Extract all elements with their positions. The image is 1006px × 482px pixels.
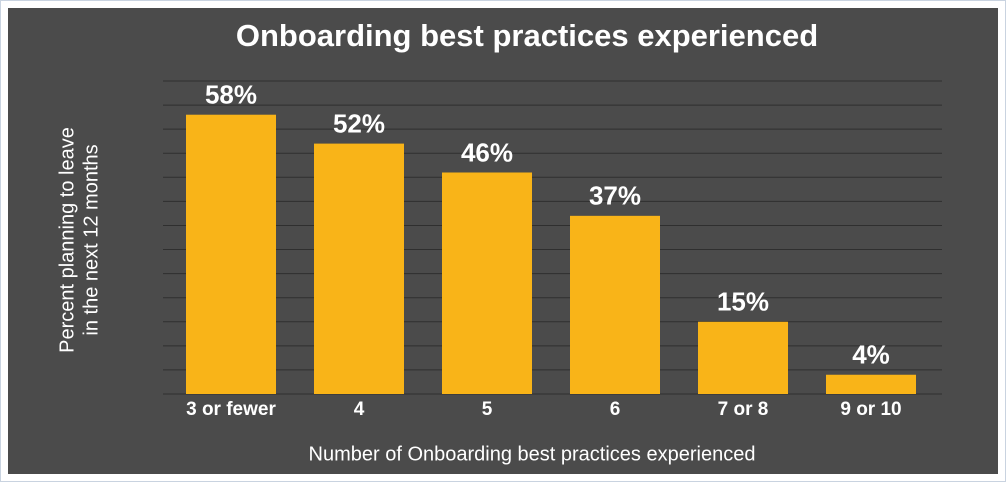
x-axis-label: Number of Onboarding best practices expe… bbox=[309, 443, 756, 465]
chart-title: Onboarding best practices experienced bbox=[236, 18, 818, 53]
value-label: 52% bbox=[333, 108, 385, 138]
bar bbox=[186, 114, 276, 394]
x-tick-label: 3 or fewer bbox=[186, 399, 276, 420]
bar bbox=[570, 215, 660, 394]
value-label: 4% bbox=[852, 340, 890, 370]
x-tick-label: 9 or 10 bbox=[840, 399, 901, 420]
x-tick-label: 7 or 8 bbox=[718, 399, 769, 420]
value-label: 37% bbox=[589, 181, 641, 211]
x-tick-label: 4 bbox=[354, 399, 365, 420]
y-axis-label: Percent planning to leave in the next 12… bbox=[56, 127, 102, 353]
x-tick-label: 5 bbox=[482, 399, 493, 420]
x-tick-label: 6 bbox=[610, 399, 621, 420]
value-label: 58% bbox=[205, 80, 257, 110]
value-label: 46% bbox=[461, 137, 513, 167]
y-axis-label-line: Percent planning to leave bbox=[56, 127, 78, 353]
bar bbox=[698, 321, 788, 394]
y-axis-label-line: in the next 12 months bbox=[80, 144, 102, 335]
bar bbox=[442, 172, 532, 394]
bar bbox=[314, 143, 404, 394]
value-label: 15% bbox=[717, 287, 769, 317]
bar bbox=[826, 374, 916, 394]
